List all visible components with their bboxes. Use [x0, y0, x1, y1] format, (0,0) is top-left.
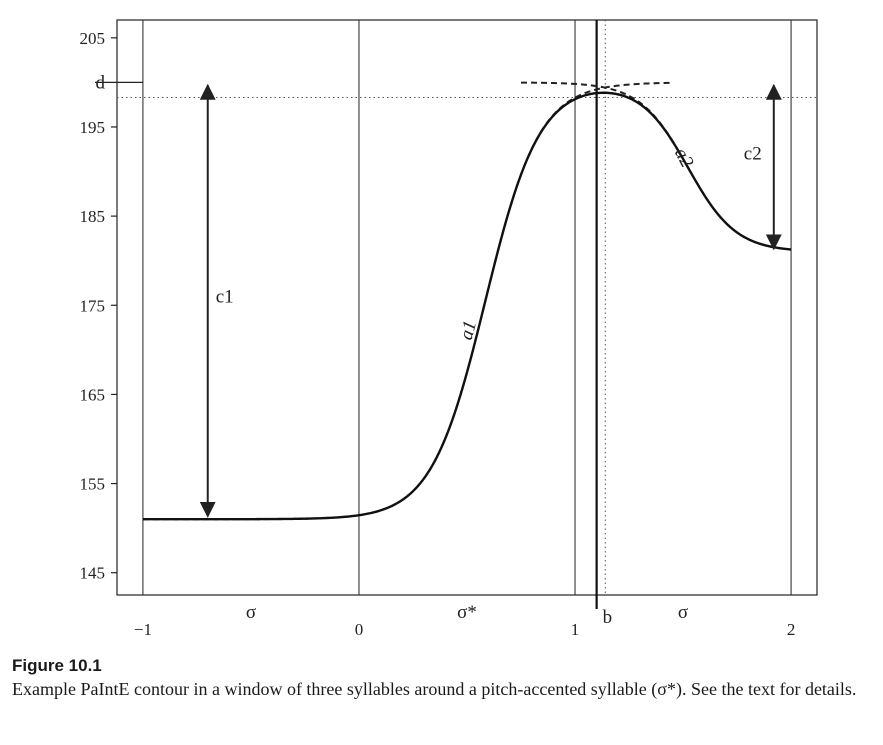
painte-chart: c1 c2 a1 a2 205 d 195 185 175 165 155 145 −1 0 1 2 σ σ* σ b [80, 19, 818, 639]
caption-text: Example PaIntE contour in a window of th… [12, 679, 857, 699]
x-tick-label: 2 [787, 620, 796, 639]
a1-label: a1 [456, 318, 481, 342]
x-tick-label: 0 [355, 620, 364, 639]
y-tick-label: d [96, 72, 106, 93]
c2-label: c2 [744, 144, 762, 165]
y-tick-label: 145 [80, 564, 106, 583]
painte-contour-line [142, 91, 792, 521]
caption-title: Figure 10.1 [12, 656, 102, 675]
c1-label: c1 [216, 286, 234, 307]
x-tick-label: 1 [571, 620, 580, 639]
y-tick-label: 155 [80, 475, 106, 494]
syllable-label: σ [246, 602, 256, 623]
x-tick-label: −1 [134, 620, 152, 639]
figure-caption: Figure 10.1 Example PaIntE contour in a … [12, 656, 878, 700]
b-label: b [603, 607, 613, 628]
y-tick-label: 195 [80, 118, 106, 137]
y-tick-label: 175 [80, 296, 106, 315]
syllable-label: σ [678, 602, 688, 623]
y-tick-label: 185 [80, 207, 106, 226]
syllable-label: σ* [457, 602, 477, 623]
a2-label: a2 [670, 144, 698, 171]
plot-frame [116, 19, 818, 596]
y-tick-label: 165 [80, 385, 106, 404]
y-tick-label: 205 [80, 29, 106, 48]
